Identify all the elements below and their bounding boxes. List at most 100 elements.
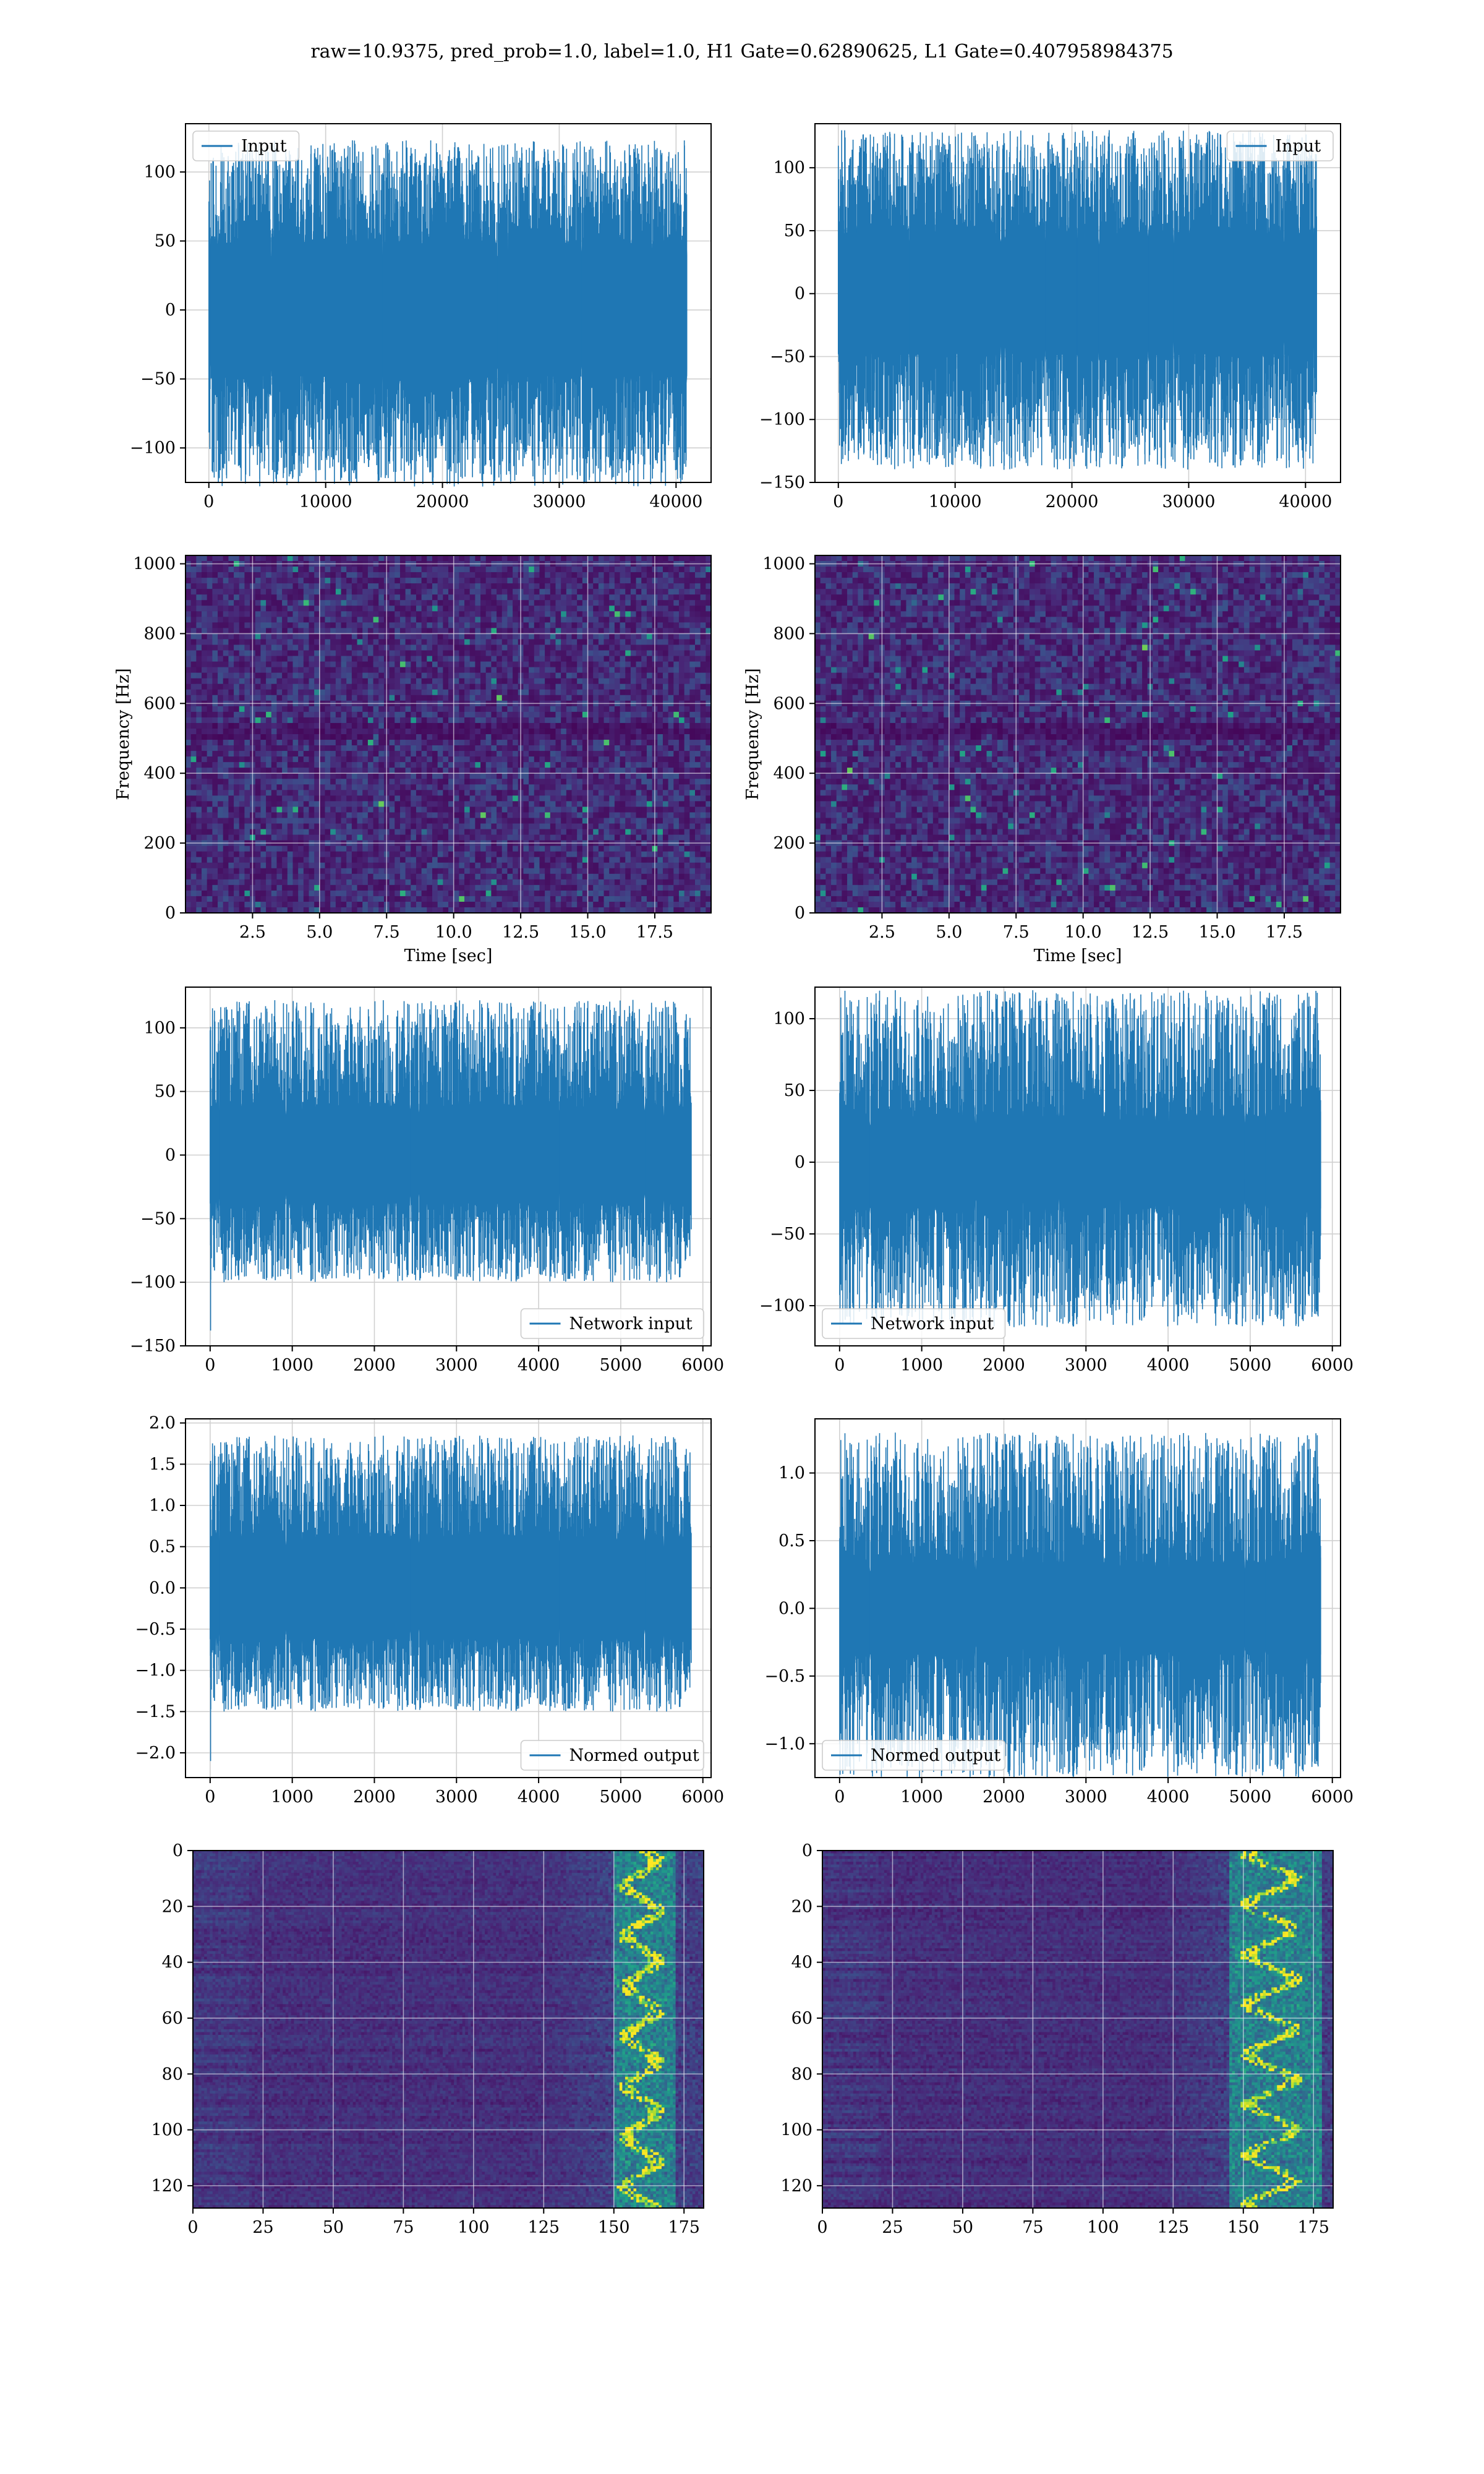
y-tick-label: 400	[143, 764, 176, 783]
y-tick-label: −100	[759, 1296, 805, 1316]
y-tick-label: 40	[791, 1953, 812, 1972]
y-tick-label: 0	[802, 1841, 812, 1860]
y-tick-label: 120	[151, 2177, 183, 2196]
legend-label: Normed output	[871, 1746, 1000, 1765]
x-tick-label: 75	[393, 2218, 414, 2237]
y-tick-label: 100	[143, 1019, 176, 1038]
x-axis-label: Time [sec]	[404, 946, 493, 965]
y-tick-label: 20	[162, 1897, 183, 1916]
x-tick-label: 6000	[1311, 1787, 1354, 1807]
y-tick-label: 50	[155, 1082, 176, 1102]
x-tick-label: 0	[834, 1787, 845, 1807]
y-tick-label: 0	[795, 904, 805, 923]
x-tick-label: 5.0	[306, 923, 333, 942]
x-tick-label: 25	[882, 2218, 903, 2237]
y-axis-label: Frequency [Hz]	[743, 668, 762, 800]
x-tick-label: 1000	[900, 1356, 943, 1375]
y-tick-label: 1.5	[149, 1455, 176, 1474]
y-tick-label: 100	[773, 158, 805, 178]
x-tick-label: 5.0	[936, 923, 962, 942]
x-tick-label: 150	[598, 2218, 630, 2237]
x-tick-label: 4000	[1147, 1787, 1190, 1807]
x-tick-label: 3000	[435, 1356, 478, 1375]
x-tick-label: 2000	[983, 1787, 1025, 1807]
y-tick-label: 60	[162, 2009, 183, 2028]
x-tick-label: 1000	[271, 1787, 313, 1807]
x-tick-label: 10000	[929, 492, 982, 511]
y-tick-label: 600	[143, 694, 176, 713]
x-tick-label: 2000	[353, 1787, 396, 1807]
y-tick-label: 600	[773, 694, 805, 713]
legend: Network input	[521, 1309, 704, 1338]
y-tick-label: −50	[140, 1209, 176, 1228]
y-tick-label: 0	[165, 301, 176, 320]
y-tick-label: 100	[143, 163, 176, 182]
y-tick-label: 1.0	[149, 1496, 176, 1515]
x-tick-label: 2.5	[869, 923, 895, 942]
x-tick-label: 5000	[1229, 1356, 1272, 1375]
y-tick-label: 50	[155, 232, 176, 251]
y-tick-label: 400	[773, 764, 805, 783]
x-tick-label: 175	[1297, 2218, 1329, 2237]
x-tick-label: 0	[834, 1356, 845, 1375]
x-tick-label: 2.5	[239, 923, 266, 942]
x-tick-label: 10000	[299, 492, 352, 511]
legend: Normed output	[822, 1740, 1005, 1770]
y-tick-label: 100	[151, 2121, 183, 2140]
heatmap-cells	[822, 1851, 1334, 2209]
x-tick-label: 40000	[649, 492, 702, 511]
legend: Normed output	[521, 1740, 704, 1770]
y-tick-label: 2.0	[149, 1414, 176, 1433]
x-tick-label: 2000	[353, 1356, 396, 1375]
y-tick-label: 0.5	[778, 1531, 805, 1551]
chart-h1-normed-output: 0 1000 2000 3000 4000 5000 6000−2.0−1.5−1.0−0.…	[135, 1414, 724, 1807]
y-tick-label: 200	[143, 834, 176, 853]
x-tick-label: 10.0	[435, 923, 472, 942]
y-tick-label: −0.5	[135, 1620, 176, 1639]
x-tick-label: 5000	[600, 1787, 642, 1807]
x-tick-label: 5000	[600, 1356, 642, 1375]
heatmap-cells	[186, 555, 712, 914]
y-tick-label: 1000	[133, 555, 176, 574]
x-tick-label: 30000	[532, 492, 586, 511]
x-tick-label: 6000	[681, 1787, 724, 1807]
x-tick-label: 10.0	[1065, 923, 1102, 942]
x-tick-label: 20000	[1046, 492, 1099, 511]
y-tick-label: 0.0	[778, 1599, 805, 1618]
y-tick-label: 0.0	[149, 1578, 176, 1598]
y-tick-label: 100	[780, 2121, 812, 2140]
y-tick-label: −0.5	[764, 1667, 805, 1686]
x-tick-label: 0	[833, 492, 843, 511]
y-tick-label: 0	[173, 1841, 183, 1860]
x-tick-label: 100	[1087, 2218, 1119, 2237]
y-tick-label: 1000	[762, 555, 805, 574]
x-tick-label: 125	[1158, 2218, 1190, 2237]
x-tick-label: 20000	[416, 492, 469, 511]
y-tick-label: 0	[795, 285, 805, 304]
y-tick-label: 0	[165, 1145, 176, 1165]
y-tick-label: −150	[759, 473, 805, 492]
x-tick-label: 125	[528, 2218, 560, 2237]
x-axis-label: Time [sec]	[1034, 946, 1122, 965]
y-tick-label: 0	[165, 904, 176, 923]
x-tick-label: 17.5	[636, 923, 673, 942]
x-tick-label: 7.5	[373, 923, 400, 942]
y-tick-label: 0.5	[149, 1538, 176, 1557]
x-tick-label: 12.5	[502, 923, 539, 942]
y-tick-label: −2.0	[135, 1744, 176, 1763]
series-line	[838, 130, 1316, 469]
y-tick-label: 80	[791, 2065, 812, 2084]
legend-label: Input	[241, 137, 287, 156]
x-tick-label: 17.5	[1266, 923, 1303, 942]
x-tick-label: 100	[458, 2218, 490, 2237]
x-tick-label: 1000	[271, 1356, 313, 1375]
y-tick-label: 100	[773, 1009, 805, 1029]
y-tick-label: −1.0	[135, 1661, 176, 1680]
y-tick-label: −50	[770, 1225, 805, 1244]
y-axis-label: Frequency [Hz]	[114, 668, 133, 800]
x-tick-label: 4000	[518, 1787, 560, 1807]
y-tick-label: −1.5	[135, 1702, 176, 1721]
